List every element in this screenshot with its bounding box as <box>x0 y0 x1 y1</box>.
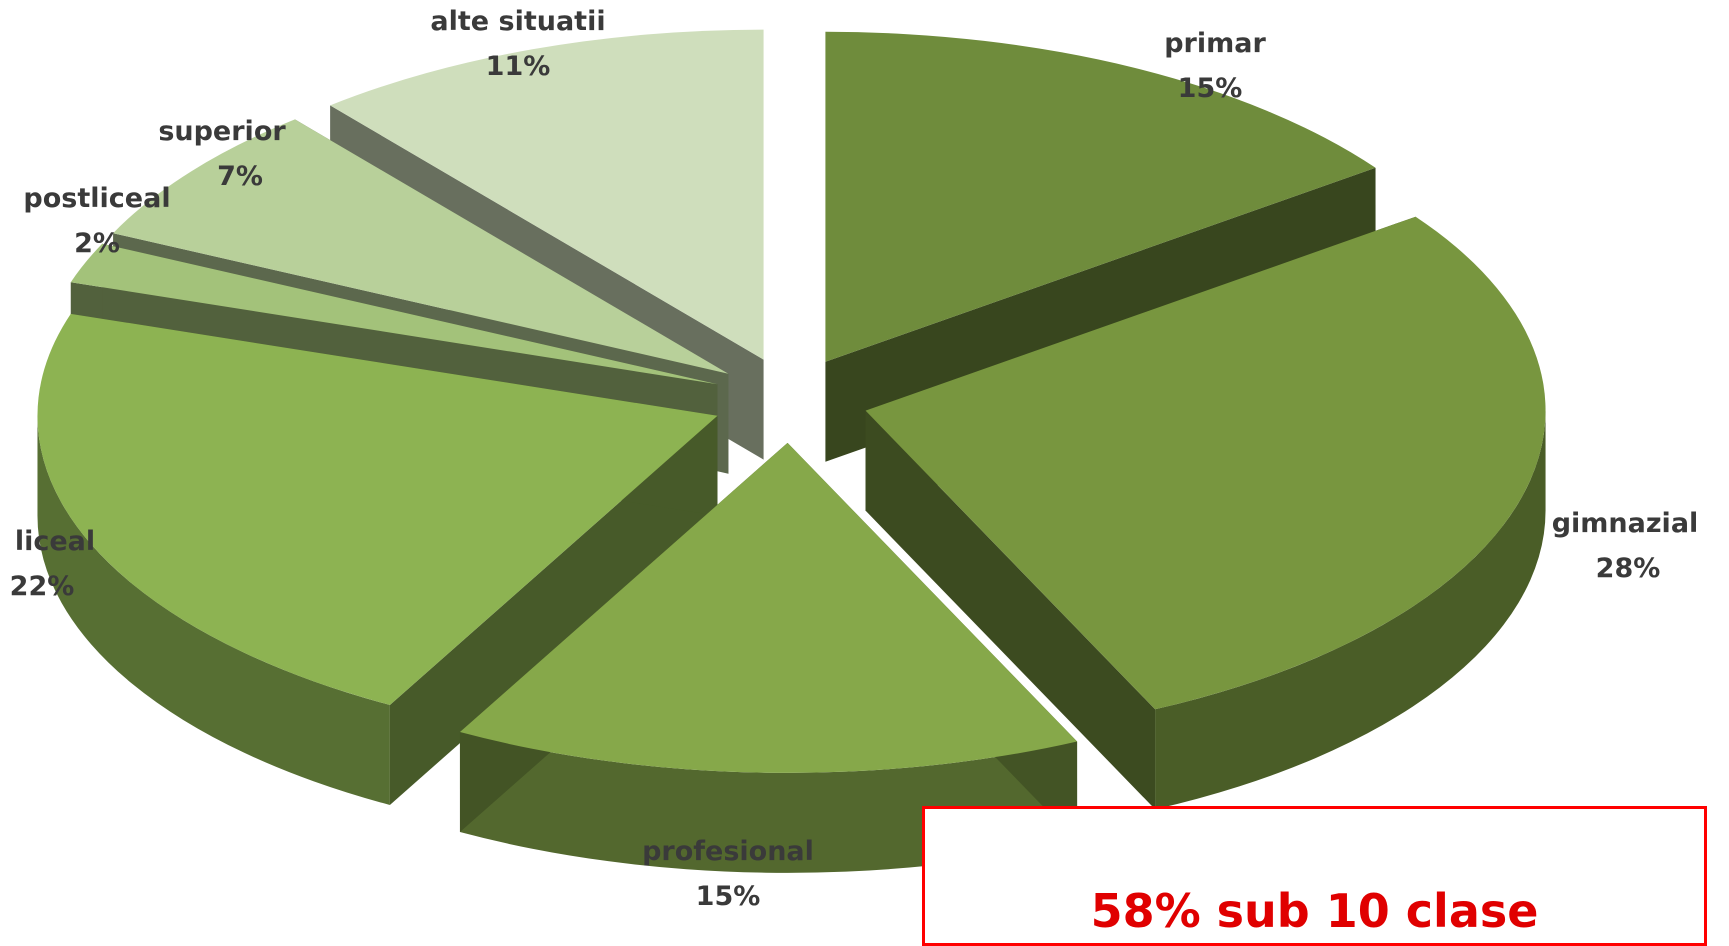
slice-label-value: 7% <box>217 161 263 192</box>
slice-top-face <box>113 119 729 374</box>
slice-label-name: primar <box>1164 28 1266 59</box>
slice-label-name: gimnazial <box>1552 508 1699 539</box>
callout-box: 58% sub 10 clase <box>922 806 1707 946</box>
slice-cut-face <box>389 415 718 805</box>
pie-chart: primar 15% gimnazial 28% profesional 15% licea… <box>10 6 1699 912</box>
slice-top-face <box>37 313 718 705</box>
slice-side-wall <box>37 415 390 805</box>
slice-label-value: 28% <box>1596 553 1661 584</box>
slice-cut-face <box>865 410 1156 810</box>
slice-label-value: 15% <box>696 881 761 912</box>
slice-label-value: 15% <box>1178 73 1243 104</box>
pie-slice-profesional <box>459 442 1078 873</box>
slice-top-face <box>865 216 1546 710</box>
slice-top-face <box>70 243 718 385</box>
slice-label-name: alte situatii <box>430 6 605 37</box>
slice-top-face <box>459 442 1078 773</box>
pie-slice-liceal <box>37 313 718 805</box>
slice-label-name: postliceal <box>23 183 170 214</box>
callout-text: 58% sub 10 clase <box>1090 884 1539 938</box>
slice-label-value: 22% <box>10 571 75 602</box>
slice-label-name: superior <box>158 116 286 147</box>
slice-side-wall <box>1155 410 1546 810</box>
slice-label-value: 11% <box>486 51 551 82</box>
slice-label-name: profesional <box>642 836 814 867</box>
slice-label-name: liceal <box>15 526 95 557</box>
slice-top-face <box>330 29 764 360</box>
slice-label-value: 2% <box>74 228 120 259</box>
slice-top-face <box>825 31 1376 362</box>
pie-slice-gimnazial <box>865 216 1546 810</box>
